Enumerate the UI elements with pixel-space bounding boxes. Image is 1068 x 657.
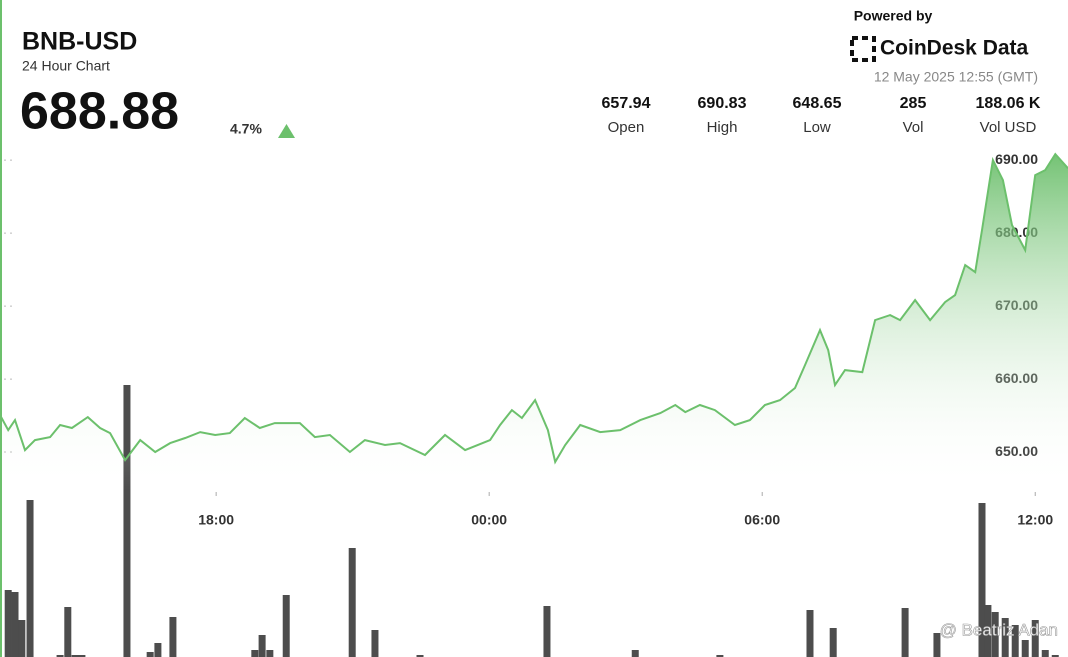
x-tick-label: 06:00: [744, 512, 780, 528]
volume-bar: [1001, 618, 1009, 657]
volume-bar: [716, 655, 724, 657]
volume-bar: [1021, 640, 1029, 657]
volume-layer: [4, 385, 1059, 657]
volume-bar: [978, 503, 986, 657]
volume-bar: [631, 650, 639, 657]
volume-bar: [146, 652, 154, 657]
volume-bar: [78, 655, 86, 657]
volume-bar: [991, 612, 999, 657]
volume-bar: [806, 610, 814, 657]
stat-label: Vol USD: [980, 119, 1037, 136]
volume-bar: [901, 608, 909, 657]
x-tick-label: 18:00: [198, 512, 234, 528]
up-arrow: [278, 124, 295, 138]
volume-bar: [56, 655, 64, 657]
volume-bar: [154, 643, 162, 657]
change: 4.7%: [230, 121, 262, 137]
powered-by: Powered by: [854, 8, 933, 24]
x-tick-label: 00:00: [471, 512, 507, 528]
volume-bar: [18, 620, 26, 657]
stat-value: 188.06 K: [976, 95, 1041, 112]
volume-bar: [1041, 650, 1049, 657]
watermark: @ Beatriz Adan: [940, 620, 1058, 639]
volume-bar: [371, 630, 379, 657]
volume-bar: [348, 548, 356, 657]
y-tick-label: 690.00: [995, 151, 1038, 167]
symbol: BNB-USD: [22, 28, 137, 56]
left-border: [0, 0, 2, 657]
volume-bar: [26, 500, 34, 657]
volume-bar: [71, 655, 79, 657]
x-tick-label: 12:00: [1017, 512, 1053, 528]
volume-bar: [169, 617, 177, 657]
plot-layer: 650.00660.00670.00680.00690.0018:0000:00…: [0, 151, 1068, 528]
stat-label: Vol: [903, 119, 924, 136]
volume-bar: [416, 655, 424, 657]
price: 688.88: [20, 83, 179, 141]
volume-bar: [1051, 655, 1059, 657]
subtitle: 24 Hour Chart: [22, 58, 110, 74]
price-line: [0, 152, 1068, 465]
stat-label: Low: [803, 119, 831, 136]
timestamp: 12 May 2025 12:55 (GMT): [874, 69, 1038, 85]
volume-bar: [258, 635, 266, 657]
stat-label: High: [707, 119, 738, 136]
stat-label: Open: [608, 119, 645, 136]
volume-bar: [933, 633, 941, 657]
brand: CoinDesk Data: [880, 37, 1029, 60]
volume-bar: [266, 650, 274, 657]
volume-bar: [11, 592, 19, 657]
stat-value: 285: [900, 95, 927, 112]
volume-bar: [123, 385, 131, 657]
volume-bar: [282, 595, 290, 657]
volume-bar: [543, 606, 551, 657]
volume-bar: [1011, 625, 1019, 657]
stat-value: 648.65: [793, 95, 842, 112]
volume-bar: [829, 628, 837, 657]
area: [0, 154, 1068, 490]
volume-bar: [1031, 620, 1039, 657]
volume-bar: [4, 590, 12, 657]
volume-bar: [64, 607, 72, 657]
brand-logo: [850, 36, 876, 62]
volume-bar: [984, 605, 992, 657]
stat-value: 690.83: [698, 95, 747, 112]
stats: 657.94 Open 690.83 High 648.65 Low 285 Vol 188.0…: [602, 95, 1041, 136]
volume-bar: [251, 650, 259, 657]
stat-value: 657.94: [602, 95, 651, 112]
